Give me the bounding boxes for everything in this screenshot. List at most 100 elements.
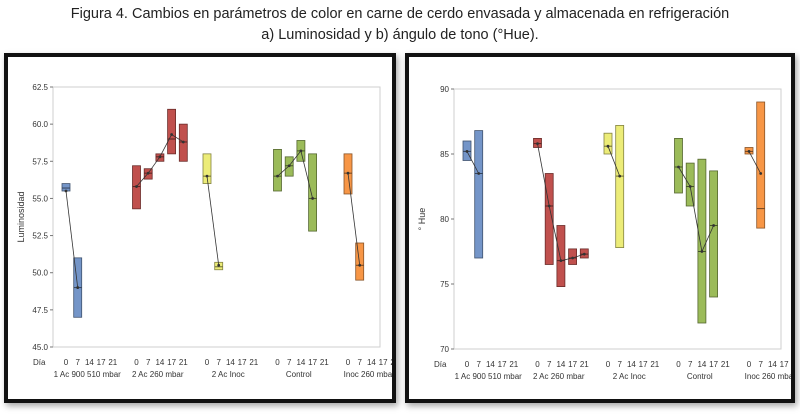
mean-connect-line: [277, 149, 313, 199]
x-tick-label: 17: [238, 358, 247, 367]
x-tick-label: 17: [568, 360, 577, 369]
x-tick-label: 0: [606, 360, 611, 369]
y-tick-label: 75: [440, 280, 449, 289]
group-label: 1 Ac 900 510 mbar: [455, 372, 522, 381]
box: [544, 173, 554, 265]
x-tick-label: 0: [205, 358, 210, 367]
x-tick-label: 14: [367, 358, 376, 367]
y-tick-label: 52.5: [32, 232, 48, 241]
x-tick-label: 0: [275, 358, 280, 367]
mean-point: [170, 133, 174, 136]
x-tick-label: 0: [676, 360, 681, 369]
box: [202, 153, 212, 184]
x-tick-label: 14: [296, 358, 305, 367]
x-tick-label: 0: [64, 358, 69, 367]
figure-title-line1: Figura 4. Cambios en parámetros de color…: [70, 6, 730, 22]
mean-point: [571, 256, 574, 260]
x-tick-label: 0: [465, 360, 470, 369]
y-tick-label: 57.5: [32, 157, 48, 166]
x-tick-label: 7: [617, 360, 622, 369]
y-tick-label: 80: [440, 215, 449, 224]
x-tick-label: 21: [650, 360, 659, 369]
y-axis-label: Luminosidad: [16, 191, 26, 242]
x-tick-label: 21: [580, 360, 589, 369]
box: [709, 170, 719, 298]
mean-point: [582, 252, 586, 256]
mean-point: [688, 185, 692, 188]
x-tick-label: 17: [639, 360, 648, 369]
box: [474, 130, 484, 259]
group-label: 2 Ac Inoc: [212, 370, 245, 379]
box: [603, 132, 613, 155]
mean-connect-line: [678, 166, 714, 253]
y-tick-label: 85: [440, 150, 449, 159]
mean-point: [747, 150, 751, 153]
group-label: Inoc 260 mbar: [344, 370, 392, 379]
group-label: Control: [687, 372, 713, 381]
y-tick-label: 90: [440, 85, 449, 94]
x-tick-label: 21: [390, 358, 392, 367]
group-label: 2 Ac 260 mbar: [132, 370, 184, 379]
mean-point: [712, 224, 715, 227]
mean-point: [477, 172, 481, 175]
mean-point: [276, 174, 279, 178]
x-tick-label: 14: [627, 360, 636, 369]
chart-panel-hue: 70 75 80 85 90 ° Hue Día 0 7 14 17 21 1 Ac 900 510 m…: [405, 53, 795, 403]
y-tick-label: 60.0: [32, 120, 48, 129]
mean-point: [64, 189, 68, 193]
plot-area: [52, 86, 381, 348]
y-tick-label: 55.0: [32, 194, 48, 203]
x-tick-label: 21: [249, 358, 258, 367]
mean-point: [146, 171, 150, 175]
mean-connect-line: [206, 176, 220, 266]
y-axis-label: ° Hue: [417, 208, 427, 231]
x-tick-label: 7: [216, 358, 221, 367]
x-tick-label: 21: [320, 358, 329, 367]
mean-point: [135, 185, 138, 188]
box: [756, 101, 766, 229]
x-tick-label: 17: [167, 358, 176, 367]
mean-connect-line: [748, 151, 762, 174]
x-tick-label: 17: [379, 358, 388, 367]
x-tick-label: 21: [179, 358, 188, 367]
box: [308, 153, 318, 232]
x-axis-day-label: Día: [434, 360, 447, 369]
x-tick-label: 14: [155, 358, 164, 367]
x-tick-label: 14: [486, 360, 495, 369]
x-tick-label: 17: [97, 358, 106, 367]
box: [615, 125, 625, 248]
x-tick-label: 17: [709, 360, 718, 369]
x-axis-day-label: Día: [33, 358, 46, 367]
mean-point: [677, 165, 680, 169]
mean-point: [299, 149, 303, 153]
luminosity-boxplot-chart: 45.0 47.5 50.0 52.5 55.0 57.5 60.0 62.5 Luminosi…: [16, 83, 392, 379]
mean-point: [158, 155, 162, 159]
x-tick-label: 7: [75, 358, 80, 367]
x-tick-label: 17: [498, 360, 507, 369]
mean-point: [618, 174, 622, 178]
mean-point: [181, 140, 185, 144]
figure-title-line2: a) Luminosidad y b) ángulo de tono (°Hue…: [261, 27, 539, 43]
mean-point: [346, 171, 350, 175]
x-tick-label: 14: [556, 360, 565, 369]
x-tick-label: 17: [308, 358, 317, 367]
y-tick-label: 62.5: [32, 83, 48, 92]
box: [355, 242, 365, 281]
x-tick-label: 7: [758, 360, 763, 369]
mean-connect-line: [65, 190, 79, 288]
x-tick-label: 0: [134, 358, 139, 367]
mean-connect-line: [607, 146, 621, 177]
box: [273, 149, 282, 192]
x-tick-label: 0: [747, 360, 752, 369]
box: [685, 162, 695, 207]
y-tick-label: 45.0: [32, 343, 48, 352]
x-tick-label: 21: [509, 360, 518, 369]
mean-point: [205, 174, 209, 178]
box: [167, 108, 177, 155]
mean-point: [311, 197, 314, 200]
x-tick-label: 17: [780, 360, 789, 369]
group-label: Control: [286, 370, 312, 379]
group-label: Inoc 260 mbar: [745, 372, 791, 381]
mean-point: [358, 263, 362, 267]
